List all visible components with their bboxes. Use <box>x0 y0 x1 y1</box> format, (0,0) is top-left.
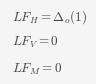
Text: $LF_{M} = 0$: $LF_{M} = 0$ <box>12 61 62 77</box>
Text: $LF_{H} = \Delta_{o}(1)$: $LF_{H} = \Delta_{o}(1)$ <box>12 8 87 26</box>
Text: $LF_{V} = 0$: $LF_{V} = 0$ <box>12 34 58 50</box>
